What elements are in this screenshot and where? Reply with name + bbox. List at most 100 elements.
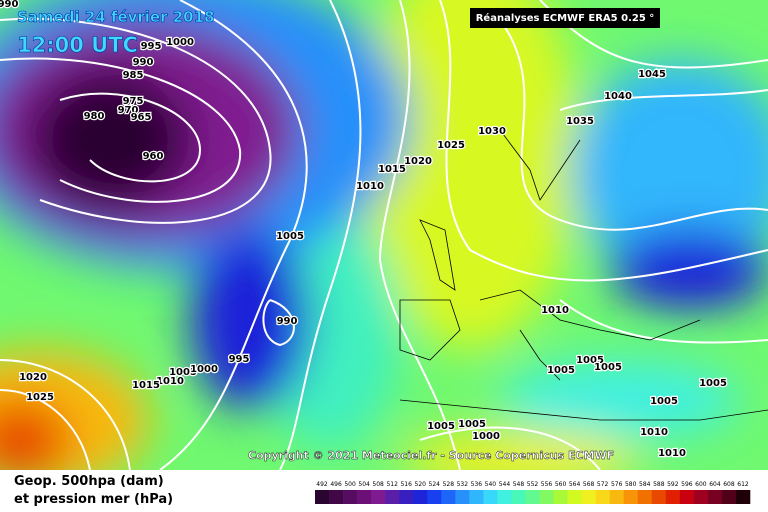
isobar-label: 1005	[276, 231, 304, 242]
scale-label: 600	[695, 481, 707, 488]
isobar-label: 1005	[458, 419, 486, 430]
scale-swatch	[357, 490, 372, 504]
scale-swatch	[343, 490, 358, 504]
isobar-label: 1020	[404, 156, 432, 167]
legend-line2: et pression mer (hPa)	[14, 492, 173, 507]
scale-label: 576	[611, 481, 623, 488]
isobar-label: 1010	[541, 305, 569, 316]
scale-swatch	[329, 490, 344, 504]
scale-label: 592	[667, 481, 679, 488]
scale-label: 524	[429, 481, 441, 488]
scale-swatch	[315, 490, 330, 504]
scale-swatch	[525, 490, 540, 504]
date: Samedi 24 février 2018	[17, 8, 214, 26]
isobar-label: 995	[229, 354, 250, 365]
isobar-label: 990	[277, 316, 298, 327]
copyright: Copyright © 2021 Meteociel.fr - Source C…	[248, 449, 614, 462]
scale-label: 596	[681, 481, 693, 488]
scale-label: 536	[471, 481, 483, 488]
scale-label: 504	[358, 481, 370, 488]
scale-swatch	[385, 490, 400, 504]
scale-swatch	[581, 490, 596, 504]
isobar-label: 1015	[132, 380, 160, 391]
scale-label: 508	[372, 481, 384, 488]
scale-swatch	[441, 490, 456, 504]
scale-label: 552	[527, 481, 539, 488]
isobar-label: 1005	[594, 362, 622, 373]
isobar-label: 990	[133, 57, 154, 68]
scale-swatch	[483, 490, 498, 504]
isobar-label: 1035	[566, 116, 594, 127]
scale-swatch	[511, 490, 526, 504]
scale-swatch	[595, 490, 610, 504]
isobar-label: 1030	[478, 126, 506, 137]
isobar-label: 1000	[190, 364, 218, 375]
scale-swatch	[721, 490, 737, 504]
scale-swatch	[469, 490, 484, 504]
isobar-label: 1025	[26, 392, 54, 403]
isobar-label: 1010	[156, 376, 184, 387]
scale-swatch	[413, 490, 428, 504]
scale-swatch	[539, 490, 554, 504]
isobar-label: 1005	[427, 421, 455, 432]
field: 9901000995990985975970965980960100510101…	[0, 0, 768, 470]
isobar-label: 980	[84, 111, 105, 122]
scale-label: 532	[457, 481, 469, 488]
scale-swatch	[427, 490, 442, 504]
source: Réanalyses ECMWF ERA5 0.25 °	[476, 12, 655, 24]
isobar-label: 1005	[699, 378, 727, 389]
scale-swatch	[371, 490, 386, 504]
scale-label: 496	[330, 481, 342, 488]
isobar-label: 990	[0, 0, 18, 10]
scale-swatch	[609, 490, 625, 504]
scale-label: 604	[709, 481, 721, 488]
scale-label: 580	[625, 481, 637, 488]
isobar-label: 970	[118, 105, 139, 116]
scale-label: 612	[737, 481, 749, 488]
isobar-label: 1025	[437, 140, 465, 151]
scale-label: 500	[344, 481, 356, 488]
isobars	[0, 0, 768, 470]
source-box	[470, 8, 660, 28]
isobar-label: 1040	[604, 91, 632, 102]
scale-label: 556	[541, 481, 553, 488]
isobar-label: 1015	[378, 164, 406, 175]
isobar-label: 975	[123, 96, 144, 107]
scale-label: 548	[513, 481, 525, 488]
isobar-label: 1010	[640, 427, 668, 438]
isobar-label: 1005	[169, 367, 197, 378]
scale-label: 516	[400, 481, 412, 488]
scale-label: 568	[583, 481, 595, 488]
scale-swatch	[399, 490, 414, 504]
scale-swatch	[679, 490, 695, 504]
scale-swatch	[623, 490, 639, 504]
scale-label: 608	[723, 481, 735, 488]
time: 12:00 UTC	[17, 33, 138, 57]
scale-swatch	[665, 490, 681, 504]
scale-swatch	[637, 490, 653, 504]
scale-label: 512	[386, 481, 398, 488]
isobar-label: 1010	[658, 448, 686, 459]
isobar-label: 965	[131, 112, 152, 123]
scale-swatch	[553, 490, 568, 504]
scale-swatch	[735, 490, 751, 504]
scale-label: 560	[555, 481, 567, 488]
color-scale: 492 496 500 504 508 512 516 520 524 528 532 536 540 5…	[315, 481, 751, 504]
scale-label: 588	[653, 481, 665, 488]
scale-swatch	[651, 490, 667, 504]
scale-label: 520	[415, 481, 427, 488]
scale-swatch	[567, 490, 582, 504]
scale-label: 544	[499, 481, 511, 488]
scale-swatch	[693, 490, 709, 504]
isobar-label: 960	[143, 151, 164, 162]
isobar-label: 995	[141, 41, 162, 52]
isobar-label: 1000	[472, 431, 500, 442]
isobar-label: 1000	[166, 37, 194, 48]
scale-label: 572	[597, 481, 609, 488]
scale-label: 528	[443, 481, 455, 488]
isobar-label: 1020	[19, 372, 47, 383]
isobar-label: 1005	[547, 365, 575, 376]
scale-swatch	[497, 490, 512, 504]
